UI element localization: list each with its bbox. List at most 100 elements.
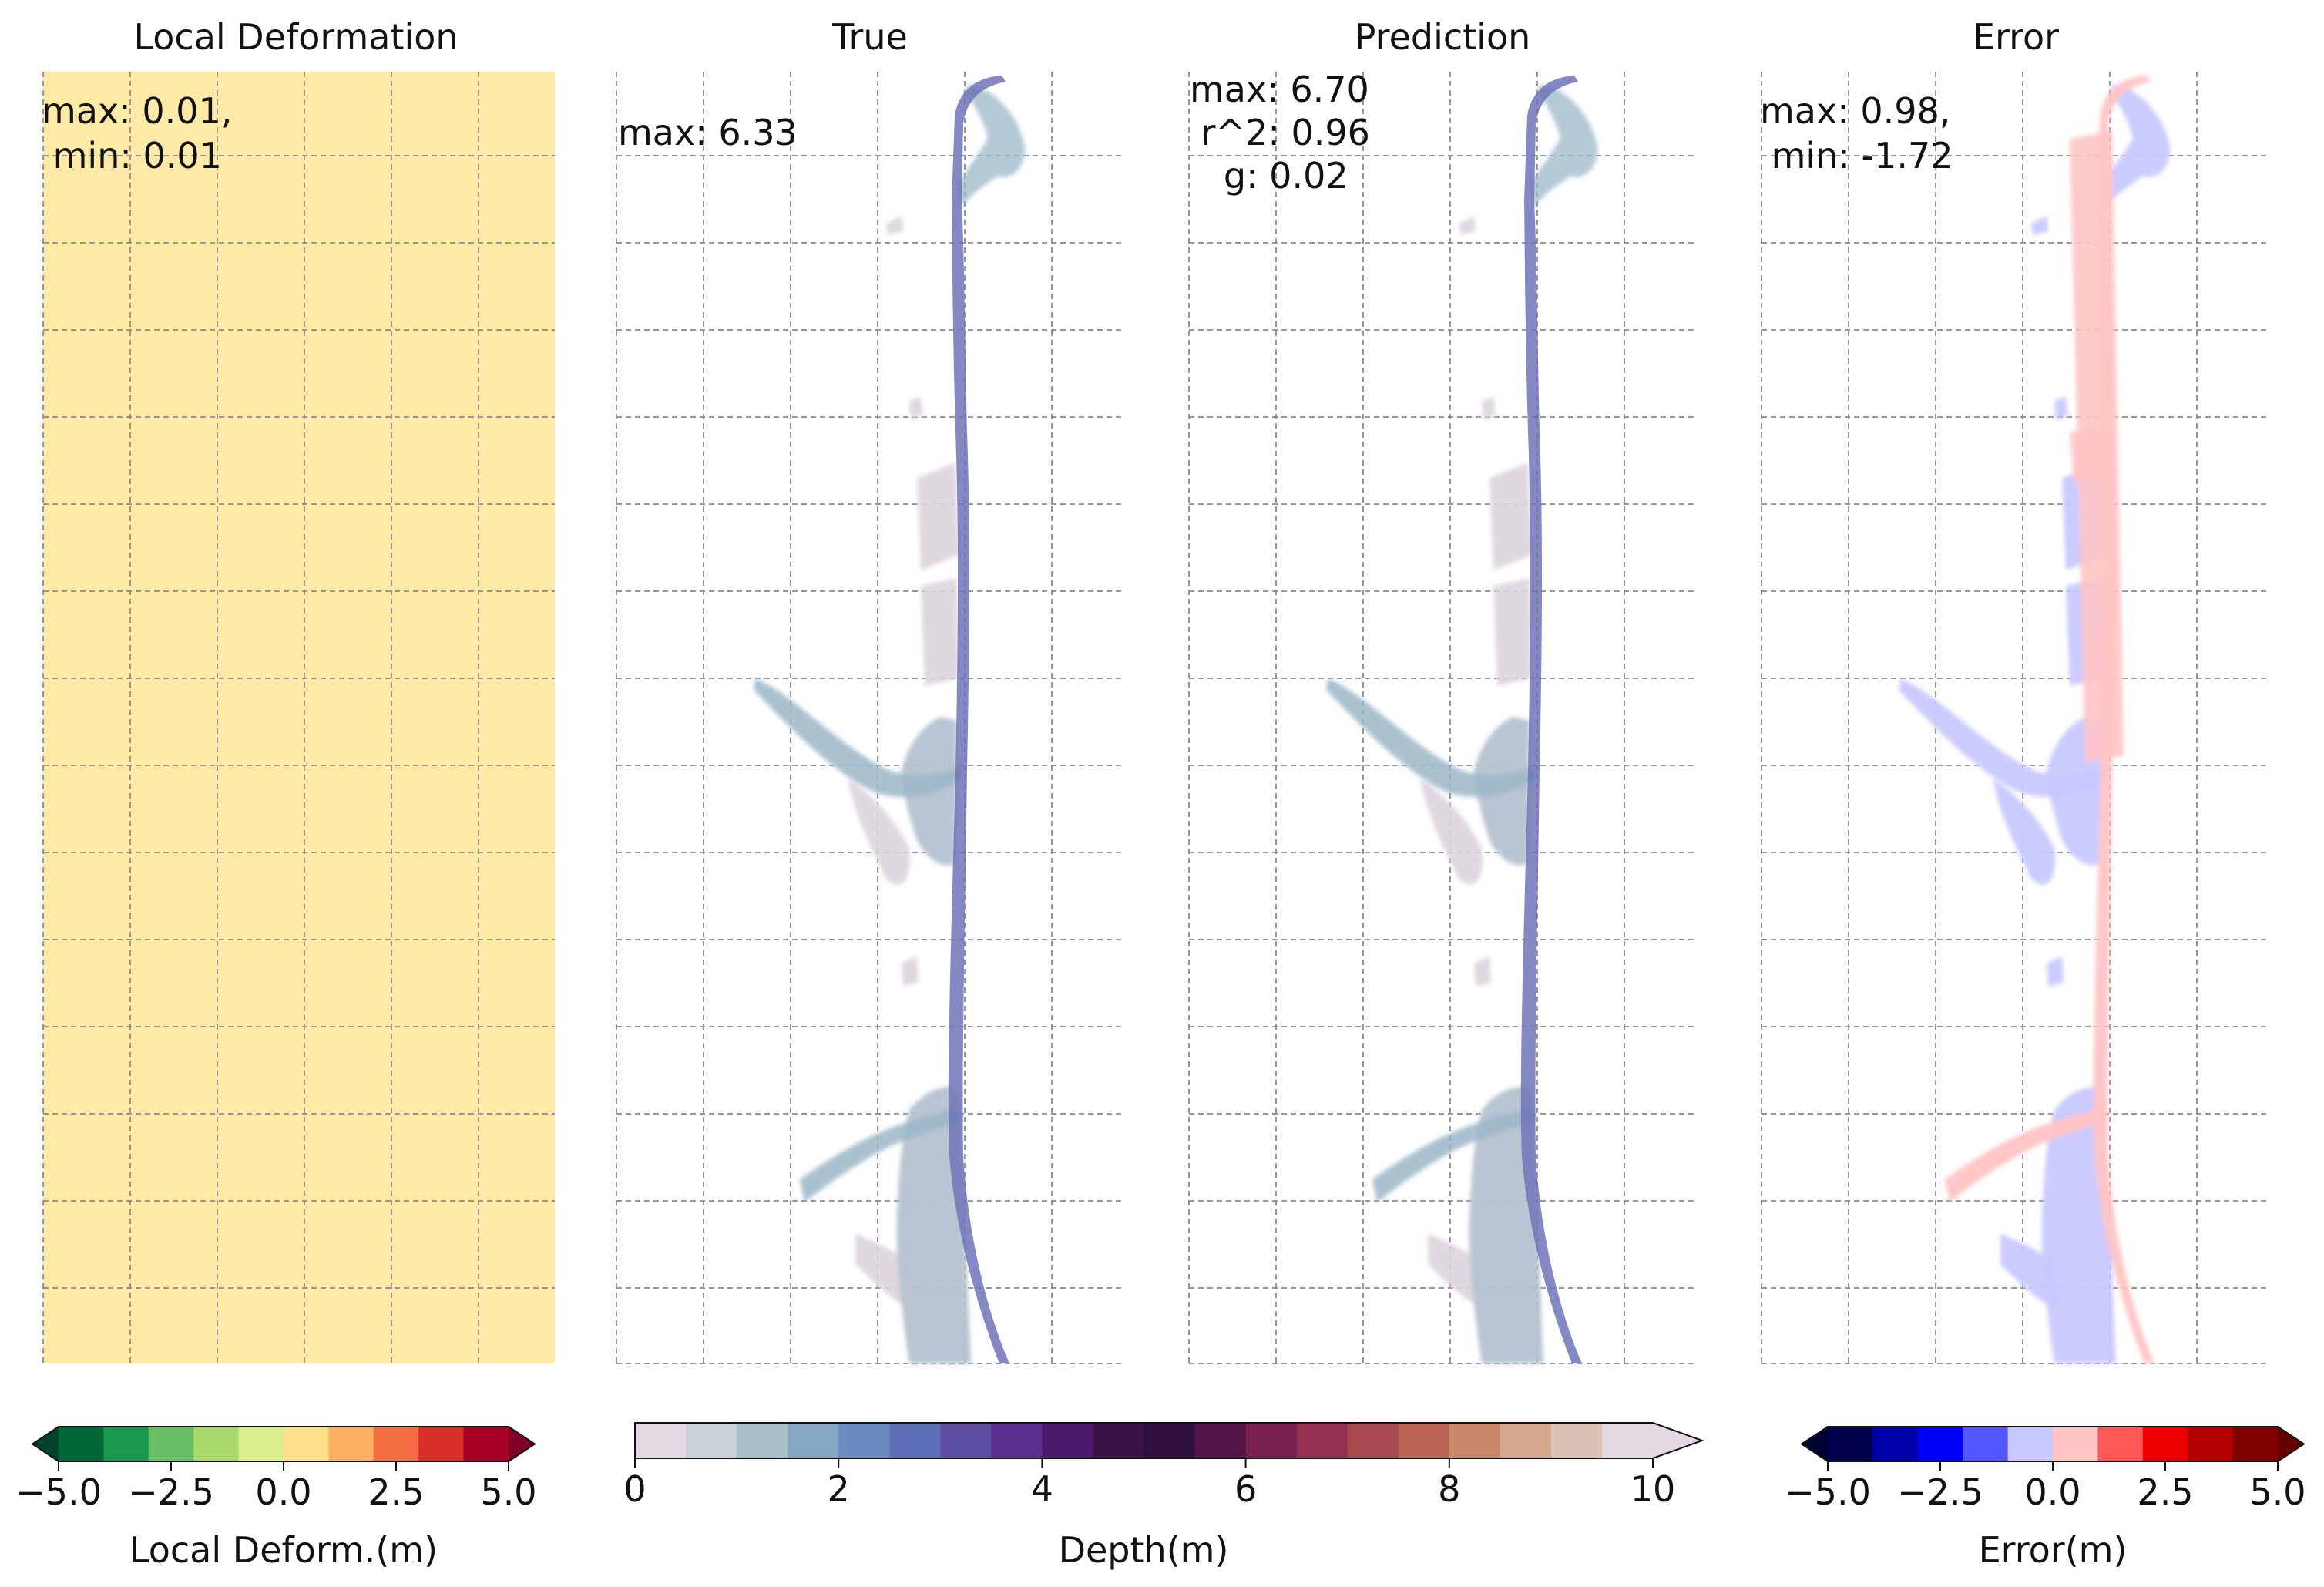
flood-extent [1326,76,1598,1363]
colorbar-segment [1828,1427,1873,1461]
colorbar-label-local-deformation: Local Deform.(m) [129,1529,438,1571]
colorbar-segment [193,1427,240,1461]
shallow-flood-area [1489,462,1532,570]
grid-lines-local-deformation [42,72,555,1363]
colorbar-segment [940,1423,992,1458]
colorbar-label-error: Error(m) [1979,1529,2128,1571]
colorbar-outline [634,1422,1704,1459]
colorbar-segment [1872,1427,1919,1461]
colorbar-tick-label: 5.0 [480,1471,536,1513]
negative-error-area [2047,956,2064,987]
positive-error-area [1945,1110,2108,1202]
deformation-field [43,72,555,1363]
colorbar-tick-label: −5.0 [15,1471,102,1513]
colorbar-segment [1093,1423,1144,1458]
colorbar-segment [463,1427,509,1461]
colorbar-segment [1245,1423,1298,1458]
annotation-line-max: max: 0.98, [1760,90,1950,132]
colorbar-segment [686,1423,737,1458]
colorbar-segment [2142,1427,2188,1461]
annotation-line-g: g: 0.02 [1190,155,1348,197]
bay-flood-area [1530,85,1598,208]
colorbar-error: Error(m) −5.0 −2.5 0.0 2.5 5.0 [1785,1426,2306,1571]
flood-extent [754,76,1026,1363]
negative-error-area [2102,85,2171,208]
colorbar-segment [284,1427,329,1461]
flood-shading [1326,85,1598,1363]
colorbar-tick-label: 0 [623,1468,646,1510]
colorbar-segment [1296,1423,1348,1458]
colorbar-segment [373,1427,419,1461]
panel-prediction: Prediction max: 6.70 r^2: 0.96 g: 0.02 [1188,16,1698,1364]
depth-map-true [754,76,1026,1363]
shallow-flood-area [1474,956,1491,987]
colorbar-segment [1347,1423,1399,1458]
colorbar-tick-label: 5.0 [2249,1471,2306,1513]
colorbar-extend-high [1653,1423,1702,1458]
negative-error-area [2054,397,2068,420]
colorbar-segment [328,1427,374,1461]
colorbar-segment [889,1423,941,1458]
panel-title-prediction: Prediction [1355,16,1531,58]
shallow-flood-area [1428,1233,1486,1310]
shallow-flood-area [902,956,919,987]
shallow-flood-area [1493,578,1531,686]
colorbar-segment [1917,1427,1963,1461]
grid-lines-true [616,72,1125,1364]
upper-channel-flood [1326,678,1536,797]
colorbar-tick-label: −2.5 [128,1471,214,1513]
annotation-line-max: max: 0.01, [42,90,232,132]
negative-error-area [1993,778,2055,885]
colorbar-segment [59,1427,104,1461]
shallow-flood-area [909,397,923,420]
annotation-error: max: 0.98, min: -1.72 [1760,90,1962,177]
colorbar-label-depth: Depth(m) [1059,1529,1229,1571]
colorbar-tick-label: 0.0 [255,1471,311,1513]
panel-true: True max: 6.33 [616,16,1125,1364]
negative-error-area [1899,678,2108,797]
colorbar-segment [418,1427,465,1461]
shallow-flood-area [855,1233,913,1310]
colorbar-segment [991,1423,1043,1458]
colorbar-segment [2053,1427,2098,1461]
colorbar-segment [103,1427,149,1461]
colorbar-segment [2188,1427,2234,1461]
negative-error-area [2000,1233,2058,1310]
panel-local-deformation: Local Deformation max: 0.01, min: 0.01 [42,16,555,1363]
shallow-flood-area [1420,778,1483,885]
depth-map-prediction [1326,76,1598,1363]
colorbar-local-deformation: Local Deform.(m) −5.0 −2.5 0.0 2.5 5.0 [15,1426,537,1571]
colorbar-depth: Depth(m) 0 2 4 6 8 10 [623,1422,1704,1571]
colorbar-segment [1398,1423,1450,1458]
colorbar-segment [737,1423,788,1458]
colorbar-segment [838,1423,890,1458]
colorbar-segment [1042,1423,1093,1458]
annotation-line-min: min: -1.72 [1760,135,1953,177]
colorbar-segment [1144,1423,1196,1458]
flood-shading [754,85,1026,1363]
colorbar-segment [1963,1427,2009,1461]
colorbar-tick-label: 2.5 [368,1471,424,1513]
annotation-line-r2: r^2: 0.96 [1190,112,1370,153]
colorbar-segment [1500,1423,1552,1458]
shallow-flood-area [921,578,959,686]
error-map [1899,76,2171,1363]
lower-channel-flood [1372,1110,1536,1202]
colorbar-tick-label: −5.0 [1785,1471,1871,1513]
colorbar-segment [2097,1427,2144,1461]
coastal-channel [948,76,1009,1363]
shallow-flood-area [917,462,959,570]
shallow-flood-area [1482,397,1496,420]
colorbar-segment [1194,1423,1247,1458]
colorbar-extend-low [32,1427,59,1461]
colorbar-tick-label: 10 [1630,1468,1676,1510]
lower-channel-flood [800,1110,963,1202]
colorbar-extend-high [509,1427,535,1461]
error-extent [1899,76,2171,1363]
colorbar-segment [1449,1423,1501,1458]
colorbar-segment [2232,1427,2279,1461]
upper-channel-flood [754,678,963,797]
colorbar-tick-label: 6 [1234,1468,1257,1510]
annotation-true: max: 6.33 [618,112,798,153]
colorbar-segment [2007,1427,2054,1461]
